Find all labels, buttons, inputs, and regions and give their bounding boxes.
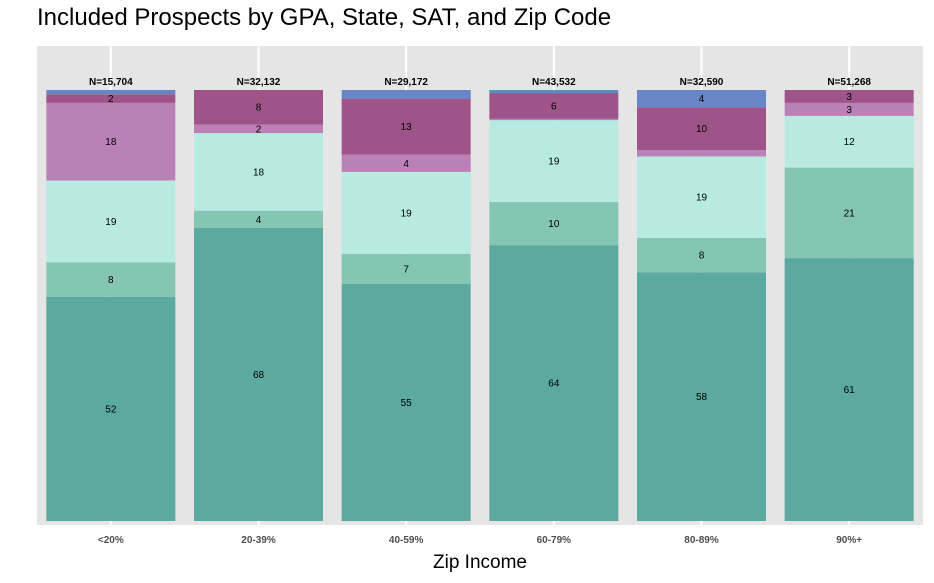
segment-label-4-0: 58 bbox=[696, 392, 708, 403]
bar-segment-3-3 bbox=[489, 118, 619, 121]
x-tick-3: 60-79% bbox=[537, 535, 572, 546]
bar-labels: 52819182N=15,7046841828N=32,13255719413N… bbox=[89, 77, 871, 415]
bar-segment-4-1 bbox=[637, 237, 766, 273]
x-tick-4: 80-89% bbox=[684, 535, 719, 546]
segment-label-1-1: 4 bbox=[256, 215, 262, 226]
total-label-4: N=32,590 bbox=[680, 77, 724, 88]
x-tick-5: 90%+ bbox=[836, 535, 862, 546]
segment-label-5-0: 61 bbox=[844, 385, 856, 396]
segment-label-5-3: 3 bbox=[846, 105, 852, 116]
bar-segment-0-4 bbox=[46, 94, 176, 103]
bar-segment-4-4 bbox=[637, 107, 766, 151]
x-tick-labels: <20% 20-39% 40-59% 60-79% 80-89% 90%+ bbox=[98, 535, 862, 546]
bar-segment-4-5 bbox=[637, 90, 766, 108]
bar-segment-2-5 bbox=[341, 90, 471, 99]
bar-segment-0-1 bbox=[46, 262, 176, 297]
bar-segment-0-0 bbox=[46, 296, 176, 521]
bar-segment-5-0 bbox=[784, 258, 914, 521]
bar-segment-5-1 bbox=[784, 167, 914, 259]
segment-label-3-4: 6 bbox=[551, 101, 557, 112]
segment-label-3-0: 64 bbox=[548, 379, 560, 390]
bar-segment-0-3 bbox=[46, 102, 176, 181]
segment-label-4-2: 19 bbox=[696, 193, 708, 204]
bar-segment-3-0 bbox=[489, 245, 619, 521]
bar-segment-1-3 bbox=[194, 124, 323, 134]
total-label-0: N=15,704 bbox=[89, 77, 133, 88]
bar-segment-1-0 bbox=[194, 227, 323, 522]
bar-segment-2-3 bbox=[341, 154, 471, 172]
segment-label-2-3: 4 bbox=[403, 159, 409, 170]
segment-label-5-1: 21 bbox=[844, 208, 856, 219]
segment-label-2-4: 13 bbox=[401, 122, 413, 133]
bar-segment-3-2 bbox=[489, 120, 619, 203]
x-tick-1: 20-39% bbox=[241, 535, 276, 546]
segment-label-3-2: 19 bbox=[548, 157, 560, 168]
total-label-2: N=29,172 bbox=[384, 77, 428, 88]
bar-segment-1-2 bbox=[194, 133, 323, 211]
bar-segment-5-3 bbox=[784, 102, 914, 116]
segment-label-0-2: 19 bbox=[105, 217, 117, 228]
total-label-3: N=43,532 bbox=[532, 77, 576, 88]
chart-title: Included Prospects by GPA, State, SAT, a… bbox=[37, 4, 612, 31]
bar-segment-5-4 bbox=[784, 90, 914, 103]
segment-label-0-3: 18 bbox=[105, 137, 117, 148]
segment-label-2-2: 19 bbox=[401, 208, 413, 219]
x-tick-0: <20% bbox=[98, 535, 124, 546]
bar-segment-3-4 bbox=[489, 93, 619, 119]
bars bbox=[46, 90, 914, 522]
segment-label-2-0: 55 bbox=[401, 398, 413, 409]
bar-segment-4-2 bbox=[637, 156, 766, 238]
segment-label-5-2: 12 bbox=[844, 137, 856, 148]
segment-label-3-1: 10 bbox=[548, 219, 560, 230]
bar-segment-5-2 bbox=[784, 115, 914, 168]
bar-segment-2-2 bbox=[341, 171, 471, 254]
plot-panel bbox=[37, 46, 923, 525]
segment-label-4-1: 8 bbox=[699, 251, 705, 262]
bar-segment-2-1 bbox=[341, 253, 471, 284]
segment-label-5-4: 3 bbox=[846, 92, 852, 103]
bar-segment-3-5 bbox=[489, 90, 619, 94]
segment-label-4-5: 4 bbox=[699, 94, 705, 105]
bar-segment-4-0 bbox=[637, 272, 766, 521]
bar-segment-1-1 bbox=[194, 210, 323, 228]
x-axis-title: Zip Income bbox=[433, 552, 527, 573]
segment-label-0-4: 2 bbox=[108, 94, 114, 105]
bar-segment-3-1 bbox=[489, 202, 619, 246]
segment-label-1-2: 18 bbox=[253, 167, 265, 178]
bar-segment-4-3 bbox=[637, 150, 766, 157]
segment-label-0-1: 8 bbox=[108, 275, 114, 286]
total-label-5: N=51,268 bbox=[827, 77, 871, 88]
segment-label-4-4: 10 bbox=[696, 124, 708, 135]
bar-segment-0-2 bbox=[46, 180, 176, 263]
bar-segment-2-0 bbox=[341, 283, 471, 521]
x-tick-2: 40-59% bbox=[389, 535, 424, 546]
segment-label-1-3: 2 bbox=[256, 124, 262, 135]
segment-label-1-0: 68 bbox=[253, 370, 265, 381]
segment-label-1-4: 8 bbox=[256, 103, 262, 114]
bar-segment-0-5 bbox=[46, 90, 176, 95]
bar-segment-2-4 bbox=[341, 98, 471, 155]
bar-segment-1-4 bbox=[194, 90, 323, 125]
segment-label-2-1: 7 bbox=[403, 264, 409, 275]
total-label-1: N=32,132 bbox=[237, 77, 281, 88]
segment-label-0-0: 52 bbox=[105, 404, 117, 415]
